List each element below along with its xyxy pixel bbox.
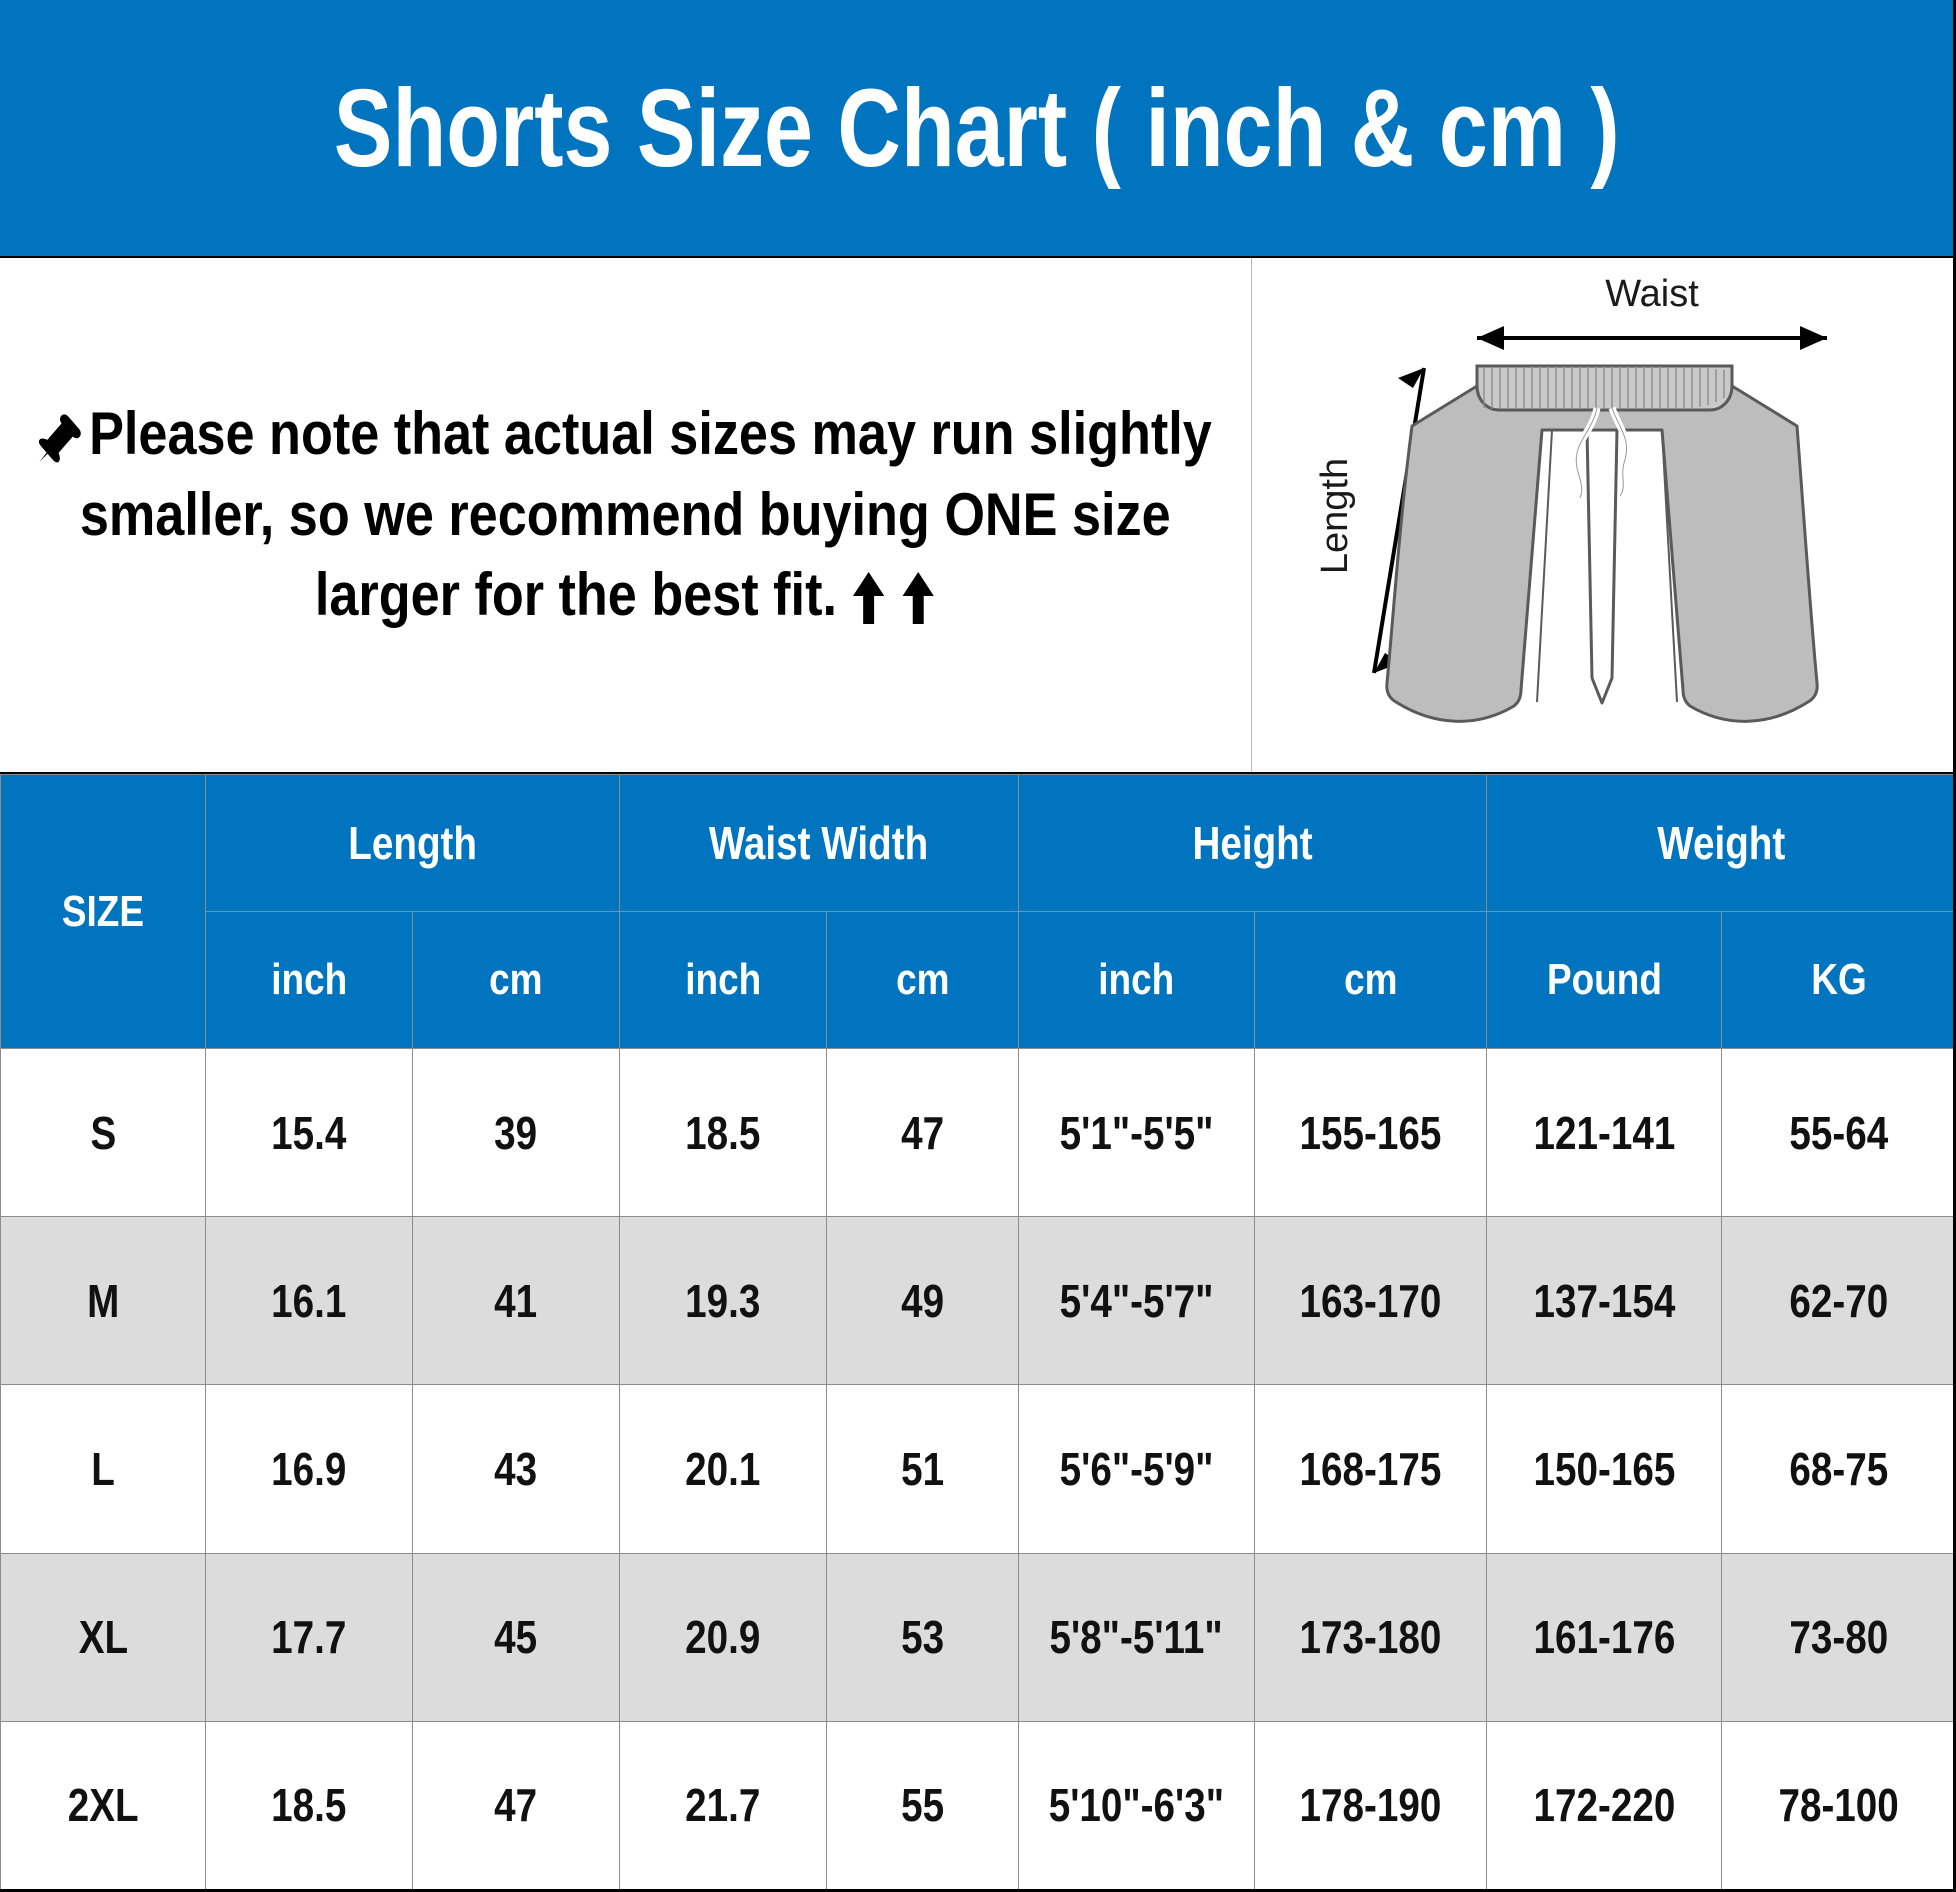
svg-text:Waist: Waist [1605,273,1699,315]
svg-text:Length: Length [1314,458,1356,574]
